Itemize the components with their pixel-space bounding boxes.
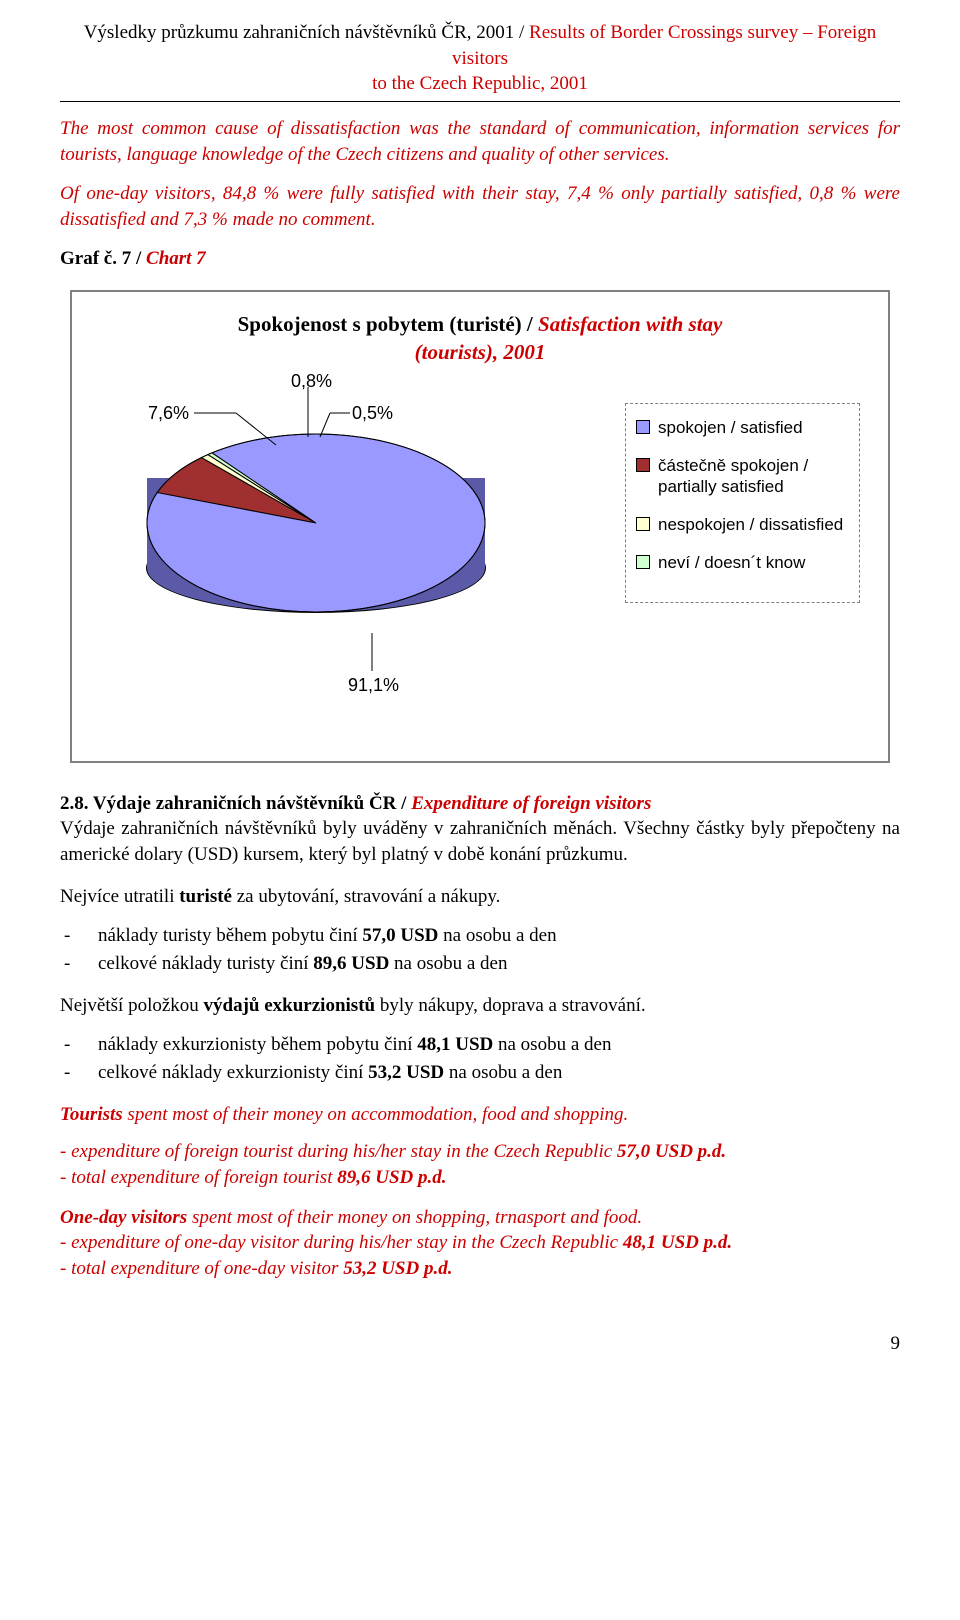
li1b: 57,0 USD bbox=[362, 925, 438, 946]
sec28-p5-a: One-day visitors bbox=[60, 1207, 187, 1228]
li5b: 57,0 USD p.d. bbox=[617, 1141, 726, 1162]
sec28-p4: Tourists spent most of their money on ac… bbox=[60, 1102, 900, 1128]
chart-title-c: (tourists), 2001 bbox=[415, 340, 546, 364]
sec28-p4-b: spent most of their money on accommodati… bbox=[123, 1104, 629, 1125]
intro-para-1: The most common cause of dissatisfaction… bbox=[60, 116, 900, 167]
legend-swatch bbox=[636, 555, 650, 569]
sec28-p2-b: turisté bbox=[179, 886, 232, 907]
li8a: - total expenditure of one-day visitor bbox=[60, 1258, 343, 1279]
legend-label: částečně spokojen / partially satisfied bbox=[658, 456, 849, 497]
dash-icon: - bbox=[64, 1032, 98, 1058]
list-item-oneday-total: - celkové náklady exkurzionisty činí 53,… bbox=[64, 1060, 900, 1086]
sec28-heading: 2.8. Výdaje zahraničních návštěvníků ČR … bbox=[60, 791, 900, 817]
li3a: náklady exkurzionisty během pobytu činí bbox=[98, 1034, 417, 1055]
pct-label-7-6: 7,6% bbox=[148, 401, 189, 425]
sec28-p5: One-day visitors spent most of their mon… bbox=[60, 1205, 900, 1231]
li5a: - expenditure of foreign tourist during … bbox=[60, 1141, 617, 1162]
li6b: 89,6 USD p.d. bbox=[337, 1167, 446, 1188]
pct-label-91-1: 91,1% bbox=[348, 673, 399, 697]
li4a: celkové náklady exkurzionisty činí bbox=[98, 1062, 368, 1083]
list-item-oneday-stay: - náklady exkurzionisty během pobytu čin… bbox=[64, 1032, 900, 1058]
legend-item-satisfied: spokojen / satisfied bbox=[636, 418, 849, 438]
li3c: na osobu a den bbox=[493, 1034, 611, 1055]
chart-number-b: Chart 7 bbox=[146, 248, 206, 269]
sec28-p2: Nejvíce utratili turisté za ubytování, s… bbox=[60, 884, 900, 910]
sec28-p3-c: byly nákupy, doprava a stravování. bbox=[375, 995, 646, 1016]
sec28-p4-a: Tourists bbox=[60, 1104, 123, 1125]
li3b: 48,1 USD bbox=[417, 1034, 493, 1055]
sec28-p2-a: Nejvíce utratili bbox=[60, 886, 179, 907]
sec28-head-b: Expenditure of foreign visitors bbox=[411, 793, 651, 814]
li7a: - expenditure of one-day visitor during … bbox=[60, 1232, 623, 1253]
sec28-p3: Největší položkou výdajů exkurzionistů b… bbox=[60, 993, 900, 1019]
li6: - total expenditure of foreign tourist 8… bbox=[60, 1165, 900, 1191]
header-line1a: Výsledky průzkumu zahraničních návštěvní… bbox=[84, 22, 529, 43]
li8: - total expenditure of one-day visitor 5… bbox=[60, 1256, 900, 1282]
chart-legend: spokojen / satisfied částečně spokojen /… bbox=[625, 403, 860, 603]
sec28-p3-b: výdajů exkurzionistů bbox=[204, 995, 376, 1016]
header-line2: to the Czech Republic, 2001 bbox=[372, 73, 588, 94]
sec28-p3-a: Největší položkou bbox=[60, 995, 204, 1016]
dash-icon: - bbox=[64, 1060, 98, 1086]
dash-icon: - bbox=[64, 951, 98, 977]
li2c: na osobu a den bbox=[389, 953, 507, 974]
li2b: 89,6 USD bbox=[313, 953, 389, 974]
li8b: 53,2 USD p.d. bbox=[343, 1258, 452, 1279]
chart-title-b: Satisfaction with stay bbox=[538, 312, 722, 336]
li7b: 48,1 USD p.d. bbox=[623, 1232, 732, 1253]
chart-area: 0,8% 7,6% 0,5% 91,1% bbox=[86, 373, 874, 743]
pct-label-0-8: 0,8% bbox=[291, 369, 332, 393]
list-item-tourist-stay: - náklady turisty během pobytu činí 57,0… bbox=[64, 923, 900, 949]
sec28-p2-c: za ubytování, stravování a nákupy. bbox=[232, 886, 500, 907]
chart-number-a: Graf č. 7 / bbox=[60, 248, 146, 269]
legend-label: neví / doesn´t know bbox=[658, 553, 805, 573]
li1a: náklady turisty během pobytu činí bbox=[98, 925, 362, 946]
sec28-head-a: 2.8. Výdaje zahraničních návštěvníků ČR … bbox=[60, 793, 411, 814]
page-header: Výsledky průzkumu zahraničních návštěvní… bbox=[60, 20, 900, 102]
li6a: - total expenditure of foreign tourist bbox=[60, 1167, 337, 1188]
legend-swatch bbox=[636, 420, 650, 434]
chart-title-a: Spokojenost s pobytem (turisté) / bbox=[238, 312, 538, 336]
legend-swatch bbox=[636, 458, 650, 472]
pct-label-0-5: 0,5% bbox=[352, 401, 393, 425]
li2a: celkové náklady turisty činí bbox=[98, 953, 313, 974]
legend-swatch bbox=[636, 517, 650, 531]
li5: - expenditure of foreign tourist during … bbox=[60, 1139, 900, 1165]
li4c: na osobu a den bbox=[444, 1062, 562, 1083]
legend-item-partial: částečně spokojen / partially satisfied bbox=[636, 456, 849, 497]
chart-7-frame: Spokojenost s pobytem (turisté) / Satisf… bbox=[70, 290, 890, 763]
sec28-p5-b: spent most of their money on shopping, t… bbox=[187, 1207, 642, 1228]
pie-3d bbox=[146, 433, 486, 613]
li7: - expenditure of one-day visitor during … bbox=[60, 1230, 900, 1256]
intro-para-2: Of one-day visitors, 84,8 % were fully s… bbox=[60, 181, 900, 232]
page-number: 9 bbox=[60, 1331, 900, 1357]
li4b: 53,2 USD bbox=[368, 1062, 444, 1083]
legend-item-dissatisfied: nespokojen / dissatisfied bbox=[636, 515, 849, 535]
legend-item-dontknow: neví / doesn´t know bbox=[636, 553, 849, 573]
li1c: na osobu a den bbox=[438, 925, 556, 946]
chart-number-label: Graf č. 7 / Chart 7 bbox=[60, 246, 900, 272]
legend-label: nespokojen / dissatisfied bbox=[658, 515, 843, 535]
dash-icon: - bbox=[64, 923, 98, 949]
chart-title: Spokojenost s pobytem (turisté) / Satisf… bbox=[86, 310, 874, 367]
legend-label: spokojen / satisfied bbox=[658, 418, 803, 438]
sec28-p1: Výdaje zahraničních návštěvníků byly uvá… bbox=[60, 816, 900, 867]
list-item-tourist-total: - celkové náklady turisty činí 89,6 USD … bbox=[64, 951, 900, 977]
